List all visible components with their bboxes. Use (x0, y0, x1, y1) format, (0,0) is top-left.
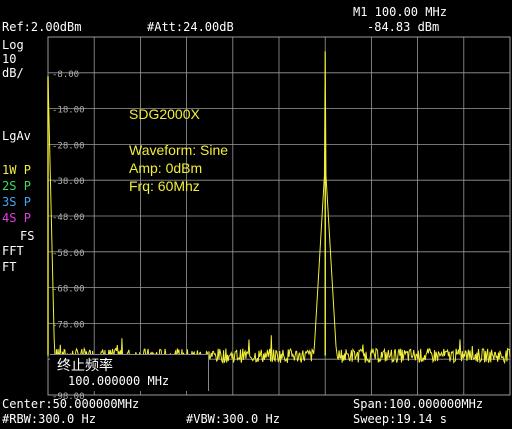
fft-label: FFT (2, 244, 24, 258)
trace-3: 3S P (2, 196, 31, 209)
stop-frequency-title: 终止频率 (57, 357, 113, 373)
sweep-time: Sweep:19.14 s (353, 412, 447, 426)
stop-frequency-value[interactable]: 100.000000 MHz (68, 374, 170, 388)
trace-2-mode: P (23, 179, 31, 193)
scale-unit: dB/ (2, 66, 24, 80)
annotation-freq: Frq: 60Mhz (129, 178, 200, 194)
y-tick-label: -48.00 (52, 213, 85, 223)
avg-mode: LgAv (2, 129, 31, 143)
y-tick-label: -98.00 (52, 392, 85, 402)
attenuation: #Att:24.00dB (147, 20, 234, 34)
grid-lines (48, 37, 510, 395)
span: Span:100.000000MHz (353, 397, 484, 411)
y-tick-label: -68.00 (52, 285, 85, 295)
vbw: #VBW:300.0 Hz (186, 412, 280, 426)
y-tick-label: -78.00 (52, 320, 85, 330)
annotation-model: SDG2000X (129, 106, 200, 122)
y-tick-label: -58.00 (52, 249, 85, 259)
stop-frequency-box[interactable]: 终止频率 100.000000 MHz (50, 354, 209, 391)
center-frequency: Center:50.000000MHz (2, 397, 140, 411)
fs-label: FS (20, 229, 35, 243)
trace-4: 4S P (2, 212, 31, 225)
ref-level: Ref:2.00dBm (2, 20, 82, 34)
trace-1-mode: P (23, 163, 31, 177)
y-tick-label: -38.00 (52, 177, 85, 187)
trace-1-label: 1W (2, 163, 17, 177)
rbw: #RBW:300.0 Hz (2, 412, 96, 426)
annotation-waveform: Waveform: Sine (129, 142, 229, 158)
trace-4-label: 4S (2, 211, 17, 225)
trace-4-mode: P (23, 211, 31, 225)
trace-1: 1W P (2, 164, 31, 177)
y-tick-label: -28.00 (52, 141, 85, 151)
ft-label: FT (2, 260, 17, 274)
marker-value: -84.83 dBm (367, 20, 440, 34)
trace-3-label: 3S (2, 195, 17, 209)
scale-mode: Log (2, 38, 24, 52)
trace-2-label: 2S (2, 179, 17, 193)
scale-div: 10 (2, 52, 17, 66)
marker-label: M1 100.00 MHz (353, 5, 447, 19)
y-tick-label: -18.00 (52, 106, 85, 116)
y-tick-label: -8.00 (52, 70, 79, 80)
annotation-amp: Amp: 0dBm (129, 160, 203, 176)
trace-2: 2S P (2, 180, 31, 193)
trace-3-mode: P (23, 195, 31, 209)
